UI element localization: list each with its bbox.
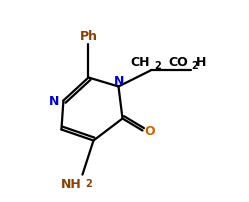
Text: 2: 2 <box>191 61 197 71</box>
Text: NH: NH <box>61 177 81 190</box>
Text: O: O <box>144 124 155 137</box>
Text: Ph: Ph <box>79 30 97 43</box>
Text: CO: CO <box>169 56 188 69</box>
Text: 2: 2 <box>154 61 161 71</box>
Text: CH: CH <box>130 56 150 69</box>
Text: 2: 2 <box>85 178 92 188</box>
Text: H: H <box>196 56 206 69</box>
Text: N: N <box>49 95 59 107</box>
Text: N: N <box>114 75 125 87</box>
